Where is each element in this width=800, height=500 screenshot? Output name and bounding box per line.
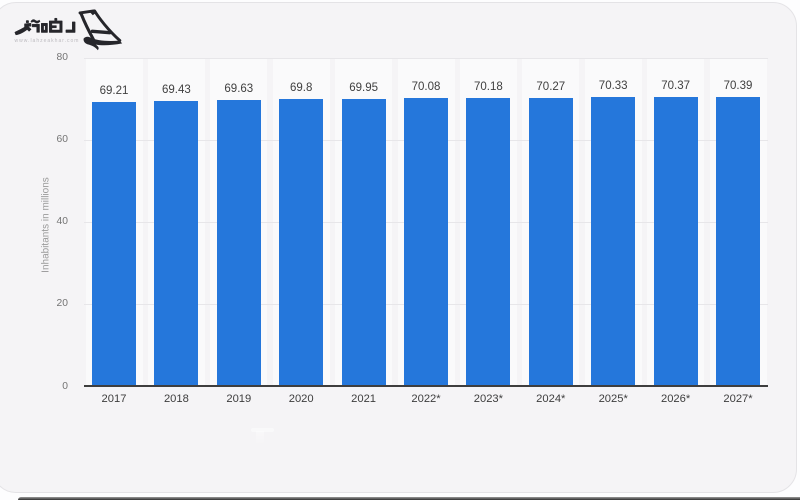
svg-text:www.lahzeakhar.com: www.lahzeakhar.com [15,38,80,44]
